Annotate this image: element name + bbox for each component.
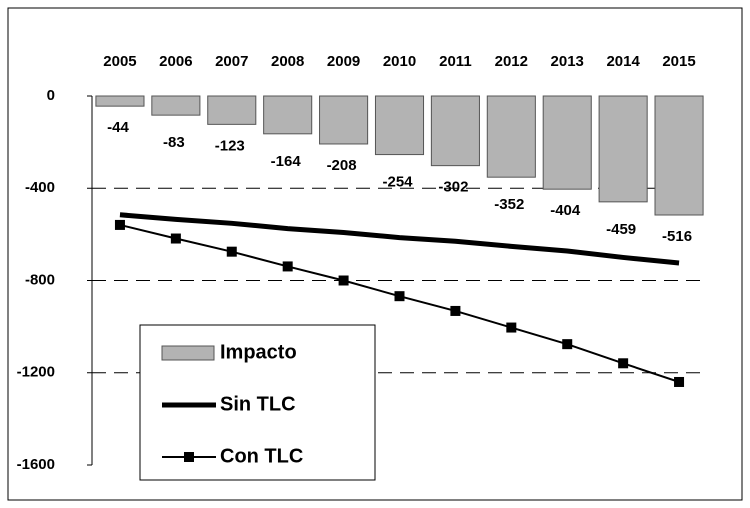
bar (319, 95, 369, 145)
marker (170, 233, 181, 244)
bar (263, 95, 313, 135)
y-tick-label: -400 (25, 179, 55, 196)
bar (430, 95, 480, 167)
marker (450, 305, 461, 316)
x-tick-label: 2005 (103, 53, 136, 70)
marker (114, 219, 125, 230)
data-label: -302 (438, 179, 468, 196)
x-tick-label: 2011 (439, 53, 472, 70)
bar (151, 95, 201, 116)
data-label: -44 (107, 119, 129, 136)
x-tick-label: 2015 (662, 53, 695, 70)
legend-label: Con TLC (220, 445, 303, 467)
data-label: -404 (550, 202, 581, 219)
x-tick-label: 2013 (551, 53, 584, 70)
data-label: -254 (382, 174, 413, 191)
legend-label: Impacto (220, 341, 297, 363)
data-label: -83 (163, 134, 185, 151)
y-tick-label: -800 (25, 271, 55, 288)
legend-marker (184, 452, 194, 462)
legend-label: Sin TLC (220, 393, 296, 415)
x-tick-label: 2012 (495, 53, 528, 70)
bar (486, 95, 536, 178)
x-tick-label: 2007 (215, 53, 248, 70)
y-tick-label: 0 (47, 87, 55, 104)
bar (207, 95, 257, 125)
bar (542, 95, 592, 190)
marker (562, 339, 573, 350)
marker (282, 261, 293, 272)
marker (394, 291, 405, 302)
x-tick-label: 2010 (383, 53, 416, 70)
data-label: -164 (271, 153, 302, 170)
x-tick-label: 2008 (271, 53, 304, 70)
data-label: -352 (494, 196, 524, 213)
bar (654, 95, 704, 216)
bar (598, 95, 648, 203)
line (119, 212, 680, 266)
data-label: -208 (327, 157, 357, 174)
marker (618, 358, 629, 369)
data-label: -123 (215, 137, 245, 154)
marker (674, 376, 685, 387)
bar (374, 95, 425, 156)
x-tick-label: 2009 (327, 53, 360, 70)
y-tick-label: -1600 (17, 456, 55, 473)
data-label: -516 (662, 228, 692, 245)
marker (338, 275, 349, 286)
data-label: -459 (606, 221, 636, 238)
marker (226, 246, 237, 257)
x-tick-label: 2006 (159, 53, 192, 70)
legend-swatch (161, 345, 215, 361)
bar (95, 95, 145, 107)
marker (506, 322, 517, 333)
x-tick-label: 2014 (606, 53, 640, 70)
y-tick-label: -1200 (17, 364, 55, 381)
